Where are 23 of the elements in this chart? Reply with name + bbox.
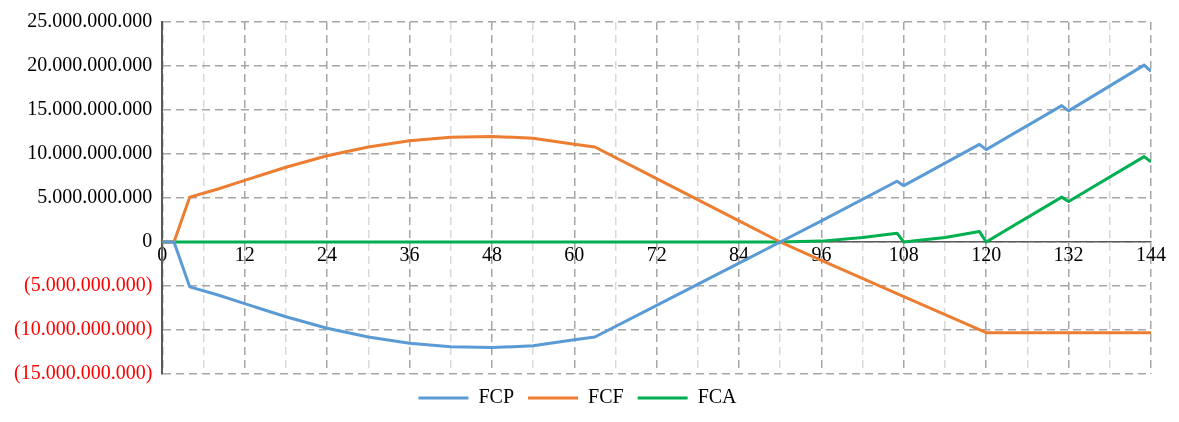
x-tick-label: 144 xyxy=(1136,243,1166,266)
y-tick-label: 15.000.000.000 xyxy=(27,97,153,120)
legend-label: FCA xyxy=(697,385,738,408)
y-tick-label: (10.000.000.000) xyxy=(13,317,153,341)
legend-label: FCP xyxy=(478,385,515,408)
y-tick-label: 5.000.000.000 xyxy=(37,185,153,208)
y-tick-label: (5.000.000.000) xyxy=(23,273,153,297)
x-tick-label: 36 xyxy=(399,243,420,266)
x-tick-label: 120 xyxy=(971,243,1002,266)
legend-label: FCF xyxy=(588,385,624,408)
y-tick-label: 10.000.000.000 xyxy=(27,141,153,164)
x-tick-label: 48 xyxy=(481,243,502,266)
y-tick-label: (15.000.000.000) xyxy=(13,361,153,385)
x-tick-label: 72 xyxy=(646,243,667,266)
x-tick-label: 96 xyxy=(811,243,832,266)
x-tick-label: 108 xyxy=(888,243,919,266)
y-tick-label: 0 xyxy=(142,229,153,252)
x-tick-label: 24 xyxy=(317,243,338,266)
y-tick-label: 20.000.000.000 xyxy=(27,53,153,76)
x-tick-label: 132 xyxy=(1053,243,1084,266)
y-tick-label: 25.000.000.000 xyxy=(27,9,153,32)
x-tick-label: 12 xyxy=(234,243,255,266)
x-tick-label: 60 xyxy=(564,243,585,266)
